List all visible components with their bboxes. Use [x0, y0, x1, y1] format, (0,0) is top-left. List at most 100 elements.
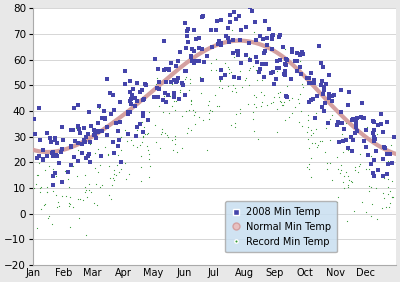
Point	[259, 100, 266, 104]
Point	[204, 147, 210, 152]
Point	[359, 101, 366, 105]
Point	[53, 174, 60, 178]
Point	[306, 162, 313, 166]
Point	[228, 122, 234, 127]
Point	[212, 93, 218, 97]
Point	[288, 111, 295, 115]
Point	[141, 82, 148, 86]
Point	[298, 52, 304, 56]
Point	[226, 13, 233, 17]
Point	[40, 156, 46, 161]
Point	[164, 132, 170, 137]
Point	[82, 155, 89, 160]
Point	[282, 47, 288, 51]
Point	[188, 99, 194, 103]
Point	[34, 226, 40, 230]
Point	[32, 132, 38, 136]
Point	[132, 103, 138, 108]
Point	[160, 98, 167, 102]
Point	[165, 67, 172, 72]
Point	[296, 91, 303, 96]
Point	[335, 195, 342, 200]
Point	[163, 80, 169, 84]
Point	[308, 81, 314, 85]
Point	[369, 201, 376, 206]
Point	[36, 106, 42, 110]
Point	[183, 69, 189, 73]
Point	[326, 73, 332, 77]
Point	[146, 156, 152, 161]
Point	[365, 153, 372, 157]
Point	[162, 67, 169, 71]
Point	[37, 190, 44, 194]
Point	[371, 173, 377, 178]
Point	[46, 163, 52, 168]
Point	[145, 131, 151, 136]
Point	[116, 169, 122, 174]
Point	[292, 105, 298, 109]
Point	[117, 120, 124, 125]
Point	[308, 156, 314, 160]
Point	[308, 128, 315, 133]
Point	[65, 177, 71, 181]
Point	[93, 136, 100, 140]
Point	[371, 128, 378, 132]
Point	[198, 90, 204, 95]
Point	[386, 205, 392, 209]
Point	[368, 153, 375, 158]
Point	[50, 153, 56, 158]
Point	[191, 28, 197, 32]
Point	[230, 83, 236, 87]
Point	[213, 68, 219, 72]
Point	[142, 132, 148, 136]
Point	[87, 141, 94, 146]
Point	[343, 170, 350, 175]
Point	[384, 152, 390, 156]
Point	[387, 201, 393, 205]
Point	[174, 76, 181, 80]
Point	[124, 131, 131, 136]
Point	[82, 172, 88, 177]
Point	[152, 140, 159, 144]
Point	[142, 82, 149, 87]
Point	[178, 145, 185, 150]
Point	[42, 201, 48, 206]
Point	[95, 130, 101, 134]
Point	[107, 91, 114, 95]
Point	[49, 150, 56, 155]
Point	[349, 180, 355, 184]
Point	[164, 93, 171, 97]
Point	[257, 67, 263, 71]
Point	[106, 175, 113, 180]
Point	[334, 155, 340, 159]
Point	[225, 26, 231, 30]
Point	[306, 99, 312, 104]
Point	[182, 93, 188, 97]
Point	[153, 82, 159, 87]
Point	[380, 173, 386, 178]
Point	[177, 87, 183, 92]
Point	[59, 138, 66, 142]
Point	[282, 69, 288, 73]
Point	[81, 126, 87, 130]
Point	[276, 66, 282, 70]
Point	[54, 154, 60, 159]
Point	[186, 108, 192, 113]
Point	[361, 138, 367, 143]
Point	[253, 78, 260, 82]
Point	[47, 135, 54, 140]
Point	[79, 142, 85, 146]
Point	[108, 197, 114, 201]
Point	[168, 80, 174, 85]
Point	[73, 125, 80, 130]
Point	[280, 44, 286, 49]
Point	[52, 138, 58, 142]
Point	[235, 49, 241, 53]
Point	[319, 79, 325, 83]
Point	[269, 100, 276, 104]
Point	[349, 148, 355, 153]
Point	[337, 110, 344, 114]
Point	[36, 155, 42, 159]
Point	[87, 139, 93, 144]
Point	[68, 127, 74, 132]
